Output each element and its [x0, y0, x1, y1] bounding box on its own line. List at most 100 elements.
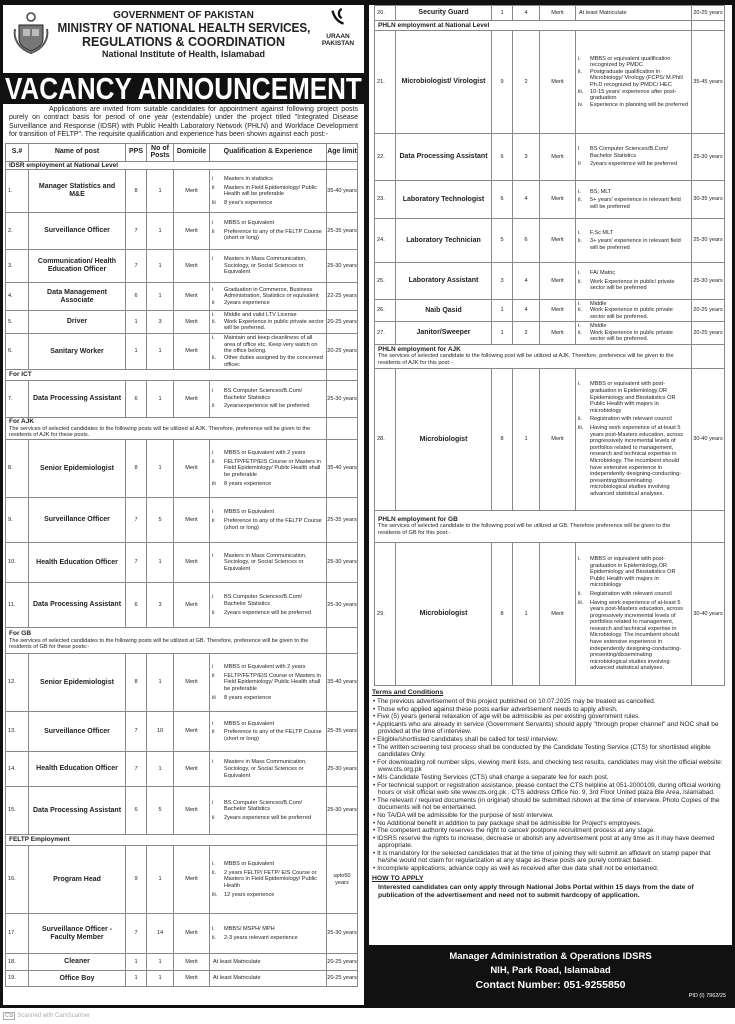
item-numeral: ii [212, 815, 215, 822]
section-note: The services of selected candidate to th… [378, 353, 674, 367]
section-heading: For GB The services of selected candidate… [5, 627, 327, 655]
item-numeral: i. [578, 55, 581, 62]
item-text: 2years experience will be preferred [224, 815, 312, 822]
age-limit: 25-30 years [691, 218, 725, 263]
qualification-item: ii Preference to any of the FELTP Course … [211, 729, 326, 742]
serial-number: 8. [5, 439, 29, 499]
serial-number: 14. [5, 751, 29, 788]
item-text: Registration with relevant council [590, 590, 672, 597]
serial-number: 15. [5, 786, 29, 836]
item-numeral: i [212, 509, 214, 516]
item-text: 2yearsexperience will be preferred [224, 403, 310, 410]
domicile: Merit [173, 653, 210, 713]
item-text: BS Computer Sciences/B.Com/ Bachelor Sta… [224, 799, 303, 813]
domicile: Merit [539, 299, 576, 322]
domicile: Merit [539, 180, 576, 219]
item-numeral: i [212, 220, 214, 227]
item-text: BS, MLT [590, 188, 612, 195]
item-numeral: I [578, 146, 580, 153]
age-limit: 20-25 years [326, 953, 358, 972]
post-name: Microbiologist [395, 542, 492, 686]
post-name: Laboratory Technologist [395, 180, 492, 219]
posts-count: 1 [146, 653, 174, 713]
qualification-item: ii. Registration with relevant council [577, 590, 691, 598]
qualification-item: ii 2yearsexperience will be preferred [211, 403, 326, 410]
table-row: 4. Data Management Associate 6 1 Merit i Gradu… [5, 282, 358, 312]
post-name: Laboratory Assistant [395, 262, 492, 300]
uraan-pakistan-logo: URAAN PAKISTAN [318, 7, 358, 47]
item-numeral: i [212, 720, 214, 727]
domicile: Merit [173, 169, 210, 214]
serial-number: 27. [374, 321, 396, 345]
item-numeral: ii. [212, 869, 217, 876]
domicile: Merit [173, 249, 210, 284]
age-limit: 25-35 years [326, 497, 358, 544]
qualification-item: i BS Computer Sciences/B.Com/ Bachelor St… [211, 594, 326, 607]
item-numeral: i. [212, 926, 215, 933]
pps: 9 [491, 30, 513, 134]
table-row: 26. Naib Qasid 1 4 Merit i. Middle ii. Work Expe… [374, 299, 725, 322]
age-limit: upto50 years [326, 845, 358, 915]
post-name: Microbiologist/ Virologist [395, 30, 492, 134]
pps: 5 [491, 218, 513, 263]
section-title: PHLN employment for GB [378, 515, 458, 523]
terms-item: Eligible/shortlisted candidates shall be… [372, 736, 727, 744]
table-row: 8. Senior Epidemiologist 8 1 Merit i MBBS or E… [5, 439, 358, 499]
terms-title: Terms and Conditions [372, 689, 444, 696]
age-limit: 25-35 years [326, 711, 358, 753]
item-text: Middle [590, 323, 607, 330]
section-row: For ICT [5, 369, 358, 382]
qualification-item: iii 8 years experience [211, 694, 326, 702]
table-row: 6. Sanitary Worker 1 1 Merit i. Maintain and k… [5, 333, 358, 371]
item-numeral: i. [578, 188, 581, 195]
camscanner-icon: CS [3, 1012, 16, 1020]
pps: 7 [125, 497, 147, 544]
post-name: Data Processing Assistant [28, 786, 126, 836]
table-row: 19. Office Boy 1 1 Merit At least Matriculate… [5, 970, 358, 988]
qualification-item: iii 8 years experience [211, 481, 326, 488]
age-limit: 25-30 years [326, 380, 358, 419]
posts-count: 3 [512, 133, 540, 181]
domicile: Merit [539, 368, 576, 511]
table-row: 9. Surveillance Officer 7 5 Merit i MBBS or Eq… [5, 497, 358, 544]
item-text: Middle and valid LTV License [224, 312, 297, 319]
item-text: Experience in planning will be preferred [590, 101, 688, 108]
qualification-cell: At least Matriculate [209, 953, 327, 972]
domicile: Merit [539, 321, 576, 345]
item-text: MBBS or equivalent with post-graduation … [590, 381, 676, 414]
post-name: Surveillance Officer [28, 497, 126, 544]
banner: VACANCY ANNOUNCEMENT [3, 73, 364, 104]
post-name: Sanitary Worker [28, 333, 126, 371]
domicile: Merit [173, 913, 210, 955]
qualification-item: ii. Other duties assigned by the concerne… [211, 355, 326, 368]
posts-count: 1 [512, 368, 540, 511]
posts-count: 2 [512, 321, 540, 345]
posts-count: 1 [146, 249, 174, 284]
government-emblem-icon [13, 12, 49, 55]
domicile: Merit [539, 262, 576, 300]
table-row: 2. Surveillance Officer 7 1 Merit i MBBS or Eq… [5, 212, 358, 251]
post-name: Data Processing Assistant [28, 582, 126, 629]
qualification-item: i MBBS or Equivalent with 2 years [211, 450, 326, 457]
qualification-item: ii Masters in Field Epidemiology/ Public … [211, 185, 326, 198]
item-text: MBBS or Equivalent [224, 509, 275, 516]
post-name: Surveillance Officer - Faculty Member [28, 913, 126, 955]
qualification-item: ii 2years experience [211, 300, 326, 307]
item-numeral: ii. [578, 278, 583, 285]
pps: 1 [491, 321, 513, 345]
vacancy-table-left: S.# Name of post PPS No of Posts Domicile Qua… [5, 142, 358, 988]
intro-paragraph: Applications are invited from suitable c… [9, 106, 358, 139]
qualification-cell: i BS Computer Sciences/B.Com/ Bachelor St… [209, 380, 327, 419]
item-numeral: ii. [578, 197, 583, 204]
serial-number: 7. [5, 380, 29, 419]
domicile: Merit [173, 439, 210, 499]
section-row: IDSR employment at National Level [5, 160, 358, 171]
serial-number: 3. [5, 249, 29, 284]
age-limit: 25-30 years [691, 262, 725, 300]
pps: 8 [125, 169, 147, 214]
pps: 1 [125, 970, 147, 988]
item-numeral: iii [212, 694, 216, 701]
serial-number: 4. [5, 282, 29, 312]
footer-contact: Contact Number: 051-9255850 [475, 979, 626, 991]
item-text: MBBS or equivalent qualification recogni… [590, 55, 671, 69]
